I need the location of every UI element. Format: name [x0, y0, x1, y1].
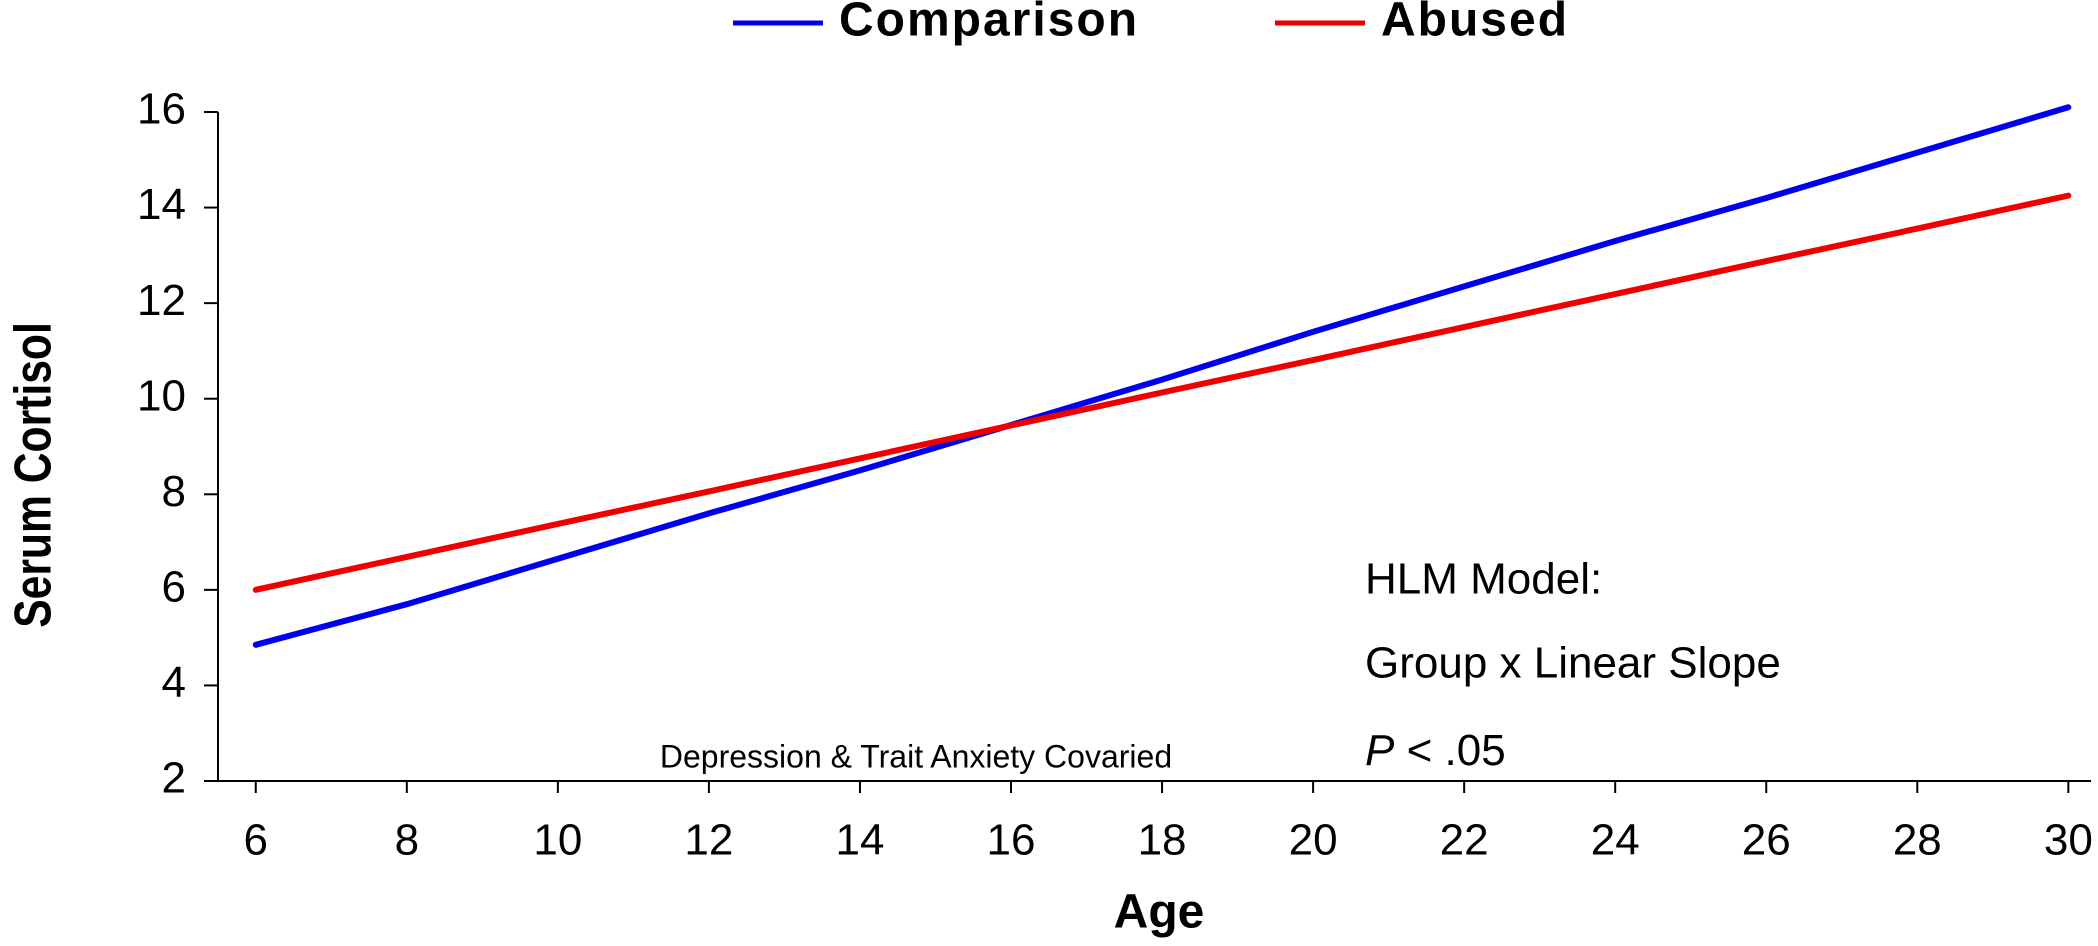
x-tick-label: 16	[987, 816, 1036, 865]
x-tick-label: 6	[244, 816, 268, 865]
legend-label: Abused	[1381, 0, 1569, 47]
y-axis-title: Serum Cortisol	[5, 322, 63, 628]
x-tick-label: 30	[2044, 816, 2093, 865]
y-tick-label: 4	[162, 658, 186, 707]
y-tick-label: 6	[162, 562, 186, 611]
p-text: < .05	[1407, 726, 1506, 775]
x-tick-label: 14	[835, 816, 884, 865]
y-tick-label: 10	[137, 371, 186, 420]
y-tick-label: 2	[162, 754, 186, 803]
p-symbol: P	[1365, 726, 1395, 775]
x-tick-label: 22	[1440, 816, 1489, 865]
y-tick-label: 16	[137, 85, 186, 134]
y-tick-label: 14	[137, 180, 186, 229]
annotation: Group x Linear Slope	[1365, 639, 1781, 688]
x-tick-label: 28	[1893, 816, 1942, 865]
series-line	[252, 192, 2072, 593]
note: Depression & Trait Anxiety Covaried	[660, 738, 1172, 774]
legend-label: Comparison	[839, 0, 1139, 47]
x-tick-label: 20	[1289, 816, 1338, 865]
series-line	[252, 104, 2072, 648]
x-tick-label: 10	[533, 816, 582, 865]
y-tick-label: 12	[137, 276, 186, 325]
x-tick-label: 8	[395, 816, 419, 865]
x-tick-label: 24	[1591, 816, 1640, 865]
annotation: HLM Model:	[1365, 555, 1602, 604]
x-tick-label: 18	[1138, 816, 1187, 865]
y-tick-label: 8	[162, 467, 186, 516]
x-tick-label: 12	[684, 816, 733, 865]
x-tick-label: 26	[1742, 816, 1791, 865]
p-value: P < .05	[1365, 726, 1506, 775]
x-axis-title: Age	[1114, 886, 1205, 939]
